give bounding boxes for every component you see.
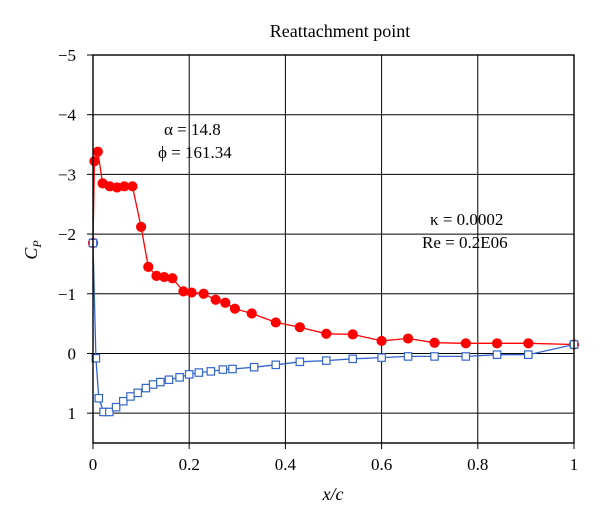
x-tick-label: 0.6 [371,455,392,474]
data-point [270,317,281,328]
data-point [143,261,154,273]
tick-labels: 0 0.2 0.4 0.6 0.8 1 −5 −4 −3 −2 −1 0 1 [58,46,578,474]
data-point [228,364,237,374]
data-point [126,392,135,401]
data-point [402,333,414,344]
series-1 [88,238,579,417]
annotation-re: Re = 0.2E06 [422,233,508,252]
data-point [246,308,257,319]
data-point [403,352,413,361]
data-point [94,393,104,403]
data-point [376,335,387,347]
data-point [119,396,128,406]
data-point [271,360,281,370]
y-tick-label: −1 [58,285,76,304]
x-tick-label: 0 [89,455,98,474]
data-point [206,367,216,376]
y-tick-label: −4 [58,106,77,125]
data-point [430,352,439,361]
data-point [105,407,114,417]
data-point [133,388,143,398]
series-line [92,242,575,413]
data-point [249,362,259,372]
data-point [91,353,101,363]
x-tick-label: 0.8 [467,455,488,474]
data-point [348,354,358,364]
data-point [491,338,503,349]
plot-frame [92,54,575,444]
data-point [167,273,178,284]
data-point [347,329,358,340]
series-layer [87,146,580,417]
x-tick-label: 0.2 [179,455,200,474]
data-point [461,352,471,361]
data-point [218,365,228,374]
data-point [229,303,240,314]
data-point [92,146,103,157]
data-point [460,338,471,349]
data-point [141,383,151,393]
data-point [175,373,184,382]
data-point [523,338,534,349]
y-tick-label: −5 [58,46,76,65]
data-point [294,322,305,333]
x-axis-label: x/c [322,484,344,504]
y-tick-label: −2 [58,225,76,244]
data-point [186,287,197,298]
y-tick-label: 0 [68,344,77,363]
data-point [164,375,174,385]
x-tick-label: 0.4 [275,455,297,474]
chart-title: Reattachment point [270,21,410,41]
y-tick-label: −3 [58,165,76,184]
y-tick-label: 1 [68,404,77,423]
data-point [184,370,194,379]
data-point [321,328,332,339]
data-point [198,288,209,299]
data-point [492,350,502,359]
data-point [429,337,440,348]
data-point [210,294,221,305]
data-point [220,297,231,308]
data-point [111,402,121,412]
x-tick-label: 1 [570,455,579,474]
data-point [321,356,331,365]
data-point [136,221,147,233]
data-point [127,181,138,192]
annotation-kappa: κ = 0.0002 [430,210,503,229]
data-point [194,368,204,377]
data-point [89,156,100,167]
data-point [156,377,165,387]
y-axis-label-subscript: P [30,240,44,249]
annotation-alpha: α = 14.8 [164,120,221,139]
y-axis-label: CP [21,240,44,260]
data-point [377,353,386,362]
data-point [148,380,158,389]
y-axis-label-main: C [21,247,41,260]
data-point [295,357,305,367]
data-point [524,350,533,359]
annotation-phi: ϕ = 161.34 [158,143,232,162]
